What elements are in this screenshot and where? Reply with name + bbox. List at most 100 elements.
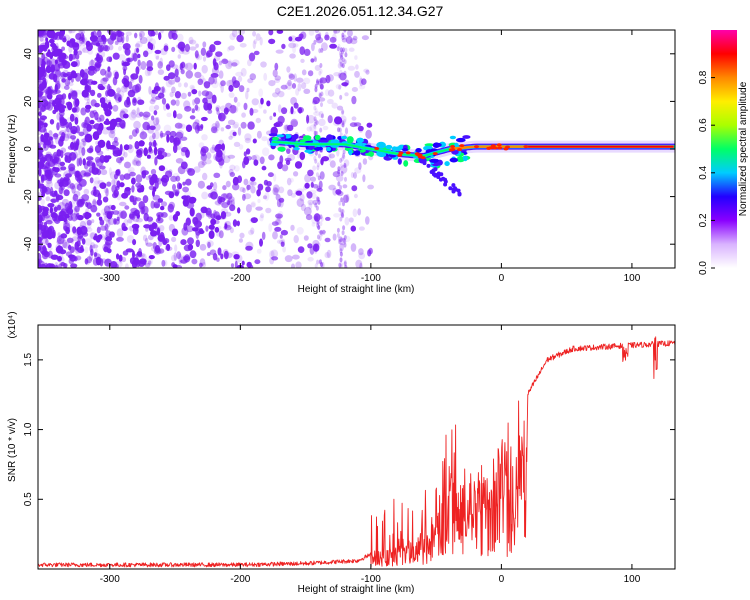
spectral-point (49, 30, 56, 39)
spectral-point (316, 220, 320, 226)
spectral-point (319, 68, 323, 74)
spectral-point (77, 146, 81, 156)
spectral-point (259, 215, 264, 222)
spectral-point (345, 36, 353, 44)
spectral-point (38, 72, 45, 81)
spectral-point (100, 84, 108, 90)
spectral-point (211, 94, 217, 104)
spectral-point (232, 80, 240, 88)
spectral-point (102, 211, 110, 218)
spectral-point (95, 63, 101, 68)
spectral-point (123, 79, 130, 88)
spectral-point (242, 187, 246, 193)
spectral-point (199, 228, 204, 233)
spectral-point (213, 181, 218, 191)
spectral-point (48, 130, 53, 138)
spectral-point (119, 119, 126, 129)
spectral-point (250, 181, 257, 186)
spectral-point (201, 64, 208, 74)
spectral-point (318, 236, 322, 241)
spectral-point (112, 140, 119, 147)
ridge-peak (432, 152, 438, 156)
spectral-point (60, 166, 67, 171)
spectral-point (100, 77, 108, 85)
spectral-point (194, 220, 202, 228)
spectral-point (86, 160, 93, 167)
spectral-point (108, 130, 116, 139)
spectral-point (185, 62, 193, 71)
spectral-point (231, 62, 238, 67)
spectral-point (297, 82, 302, 92)
spectral-point (85, 132, 93, 139)
spectral-point (341, 35, 345, 41)
colorbar-tick-label: 0.4 (698, 165, 709, 179)
spectral-point (132, 239, 137, 246)
spectral-point (205, 225, 209, 232)
spectral-point (69, 183, 76, 190)
spectral-point (108, 130, 116, 139)
spectral-point (92, 131, 100, 141)
spectral-point (168, 169, 173, 175)
spectral-point (316, 162, 320, 168)
spectral-point (160, 132, 166, 138)
spectral-point (156, 154, 165, 160)
spectral-point (317, 234, 320, 240)
spectral-point (286, 124, 294, 132)
spectral-point (161, 97, 167, 105)
spectral-point (282, 246, 286, 253)
spectral-point (307, 257, 314, 262)
spectral-point (59, 118, 67, 127)
spectral-point (70, 239, 74, 245)
spectral-point (53, 206, 58, 213)
spectral-point (132, 200, 137, 206)
spectral-point (113, 177, 118, 186)
spectral-point (199, 258, 206, 266)
spectral-point (94, 111, 99, 121)
spectral-point (274, 219, 282, 226)
spectral-point (350, 172, 355, 178)
spectral-point (318, 97, 326, 102)
spectral-point (142, 111, 151, 118)
spectral-point (103, 187, 109, 194)
spectral-point (148, 255, 155, 260)
spectral-point (66, 125, 70, 133)
spectral-point (253, 50, 260, 56)
spectral-point (45, 178, 53, 185)
spectral-point (134, 141, 140, 150)
spectral-point (51, 231, 56, 239)
spectral-point (60, 184, 65, 191)
spectral-point (273, 187, 279, 196)
spectral-point (91, 80, 98, 85)
spectral-point (53, 132, 59, 140)
spectral-point (341, 37, 348, 43)
spectral-point (102, 44, 109, 52)
spectral-point (177, 41, 186, 50)
spectral-point (310, 193, 317, 199)
spectral-point (156, 213, 163, 220)
spectral-point (161, 86, 165, 94)
spectral-point (73, 151, 78, 159)
spectral-point (337, 166, 341, 172)
spectral-point (106, 211, 113, 220)
spectral-point (143, 147, 148, 157)
spectral-point (337, 181, 341, 187)
spectral-point (327, 98, 334, 105)
spectral-point (343, 34, 347, 40)
spectral-point (214, 226, 220, 233)
spectral-point (326, 249, 332, 259)
spectral-point (279, 234, 283, 239)
spectral-point (284, 255, 293, 263)
spectral-point (318, 80, 322, 86)
spectral-point (110, 261, 118, 268)
ridge-blob (426, 163, 431, 168)
spectral-point (129, 195, 138, 202)
spectral-point (340, 163, 343, 169)
spectral-point (51, 199, 57, 204)
spectral-point (150, 97, 157, 102)
spectral-point (224, 221, 228, 228)
spectral-point (146, 60, 153, 69)
spectral-point (140, 61, 147, 70)
spectral-point (119, 211, 128, 219)
spectral-point (147, 120, 156, 130)
spectral-point (99, 97, 106, 104)
